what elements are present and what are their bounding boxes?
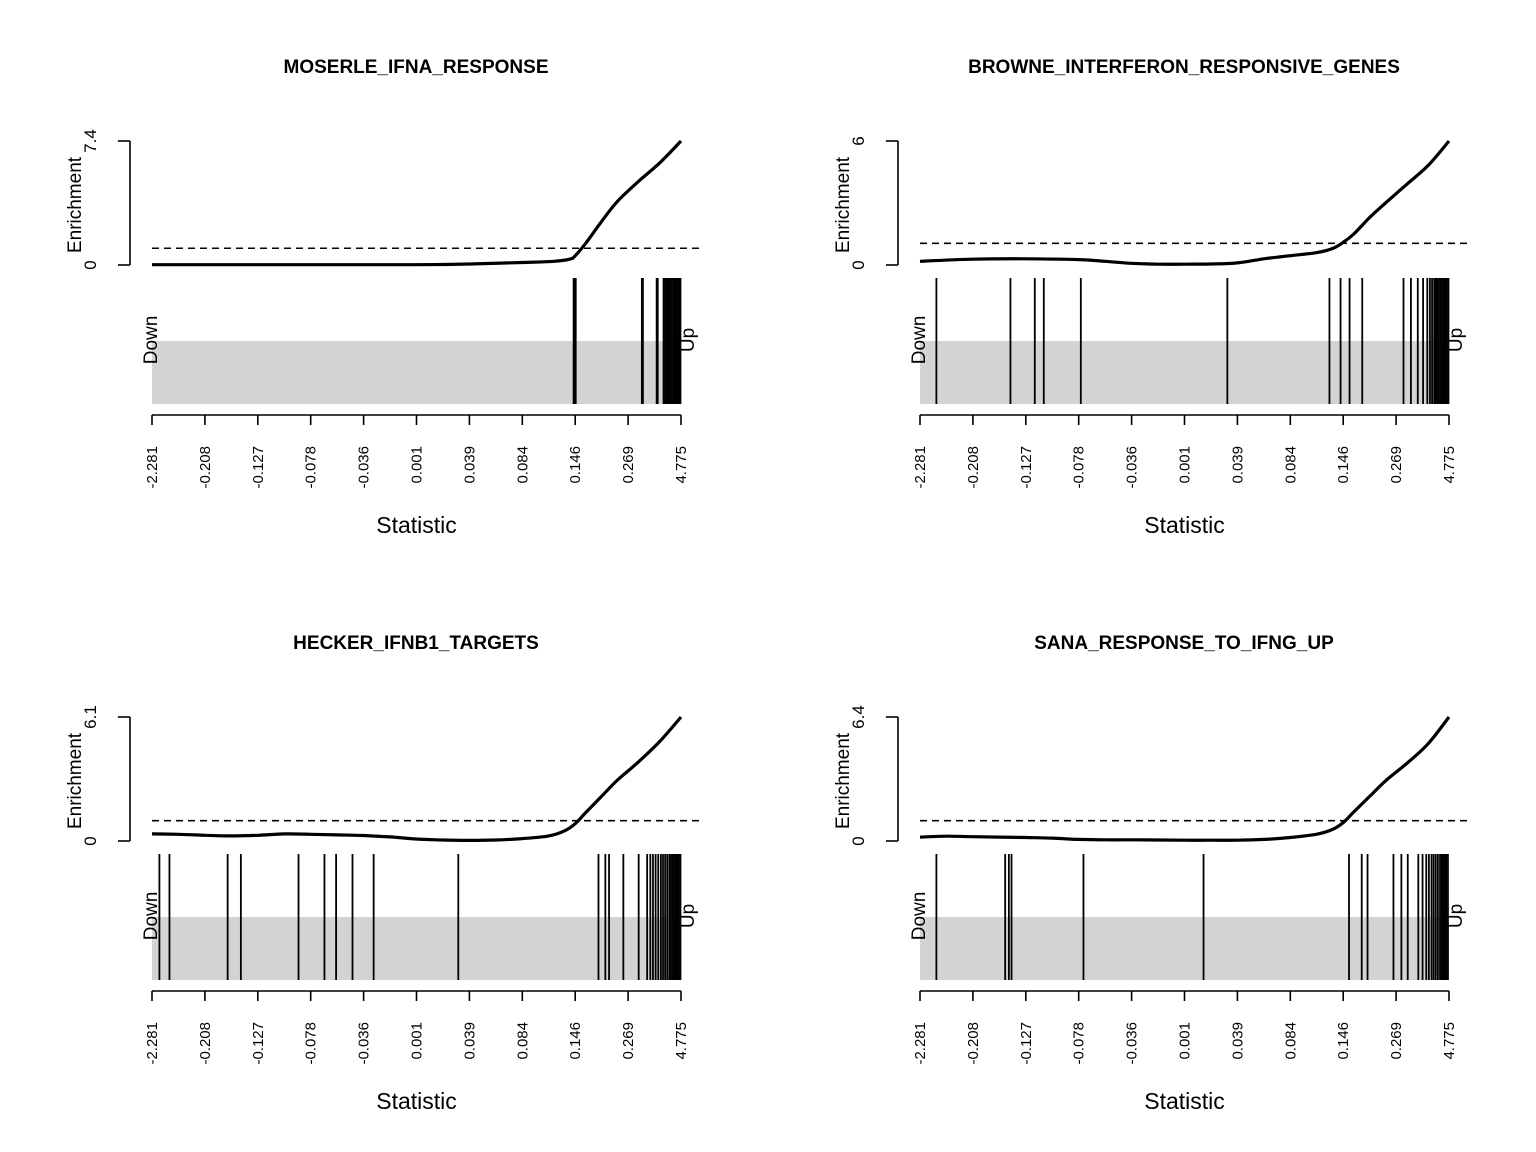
x-tick-label: 0.084 <box>1282 1022 1299 1060</box>
x-tick-label: -0.208 <box>965 1022 982 1065</box>
x-tick-label: 0.001 <box>1177 1022 1194 1060</box>
y-tick-label: 0 <box>849 260 868 269</box>
x-tick-label: 4.775 <box>673 1022 690 1060</box>
x-tick-label: 0.269 <box>1388 1022 1405 1060</box>
y-axis-label: Enrichment <box>833 732 854 829</box>
x-tick-label: 0.269 <box>1388 446 1405 484</box>
x-tick-label: 0.039 <box>1229 446 1246 484</box>
x-axis-label: Statistic <box>1144 1088 1225 1114</box>
y-tick-label: 0 <box>849 836 868 845</box>
x-tick-label: -0.208 <box>197 446 214 489</box>
enrichment-curve <box>151 715 683 842</box>
down-label: Down <box>909 316 930 365</box>
x-tick-label: 0.146 <box>1335 446 1352 484</box>
x-tick-label: -0.078 <box>303 1022 320 1065</box>
x-tick-label: 0.001 <box>409 446 426 484</box>
up-label: Up <box>678 904 699 928</box>
x-tick-label: -0.078 <box>303 446 320 489</box>
panel-title: HECKER_IFNB1_TARGETS <box>293 633 539 654</box>
panel-body: MOSERLE_IFNA_RESPONSE 7.4 0 Enrichment Down U… <box>65 57 699 538</box>
enrichment-curve <box>152 139 683 267</box>
x-tick-label: -0.127 <box>1018 1022 1035 1065</box>
x-tick-label: 0.084 <box>514 1022 531 1060</box>
y-axis-label: Enrichment <box>833 156 854 253</box>
barcode-background <box>152 917 681 980</box>
x-tick-label: 0.039 <box>461 446 478 484</box>
x-axis-label: Statistic <box>1144 512 1225 538</box>
panel-body: BROWNE_INTERFERON_RESPONSIVE_GENES 6 0 Enri… <box>833 57 1467 538</box>
x-tick-label: -0.036 <box>356 446 373 489</box>
barcode-background <box>152 341 681 404</box>
y-tick-label: 6.1 <box>81 705 100 729</box>
y-axis-label: Enrichment <box>65 156 86 253</box>
up-label: Up <box>1446 328 1467 352</box>
x-axis-label: Statistic <box>376 1088 457 1114</box>
x-tick-label: 0.146 <box>1335 1022 1352 1060</box>
y-tick-label: 6 <box>849 136 868 145</box>
panel-body: SANA_RESPONSE_TO_IFNG_UP 6.4 0 Enrichment Do… <box>833 633 1467 1114</box>
x-tick-label: -0.036 <box>1124 446 1141 489</box>
x-tick-label: -0.036 <box>356 1022 373 1065</box>
x-tick-label: 0.001 <box>409 1022 426 1060</box>
panel-sana: SANA_RESPONSE_TO_IFNG_UP 6.4 0 Enrichment Do… <box>833 633 1467 1114</box>
x-tick-label: 0.146 <box>567 1022 584 1060</box>
x-tick-label: -0.078 <box>1071 1022 1088 1065</box>
x-tick-label: 0.269 <box>620 446 637 484</box>
y-tick-label: 7.4 <box>81 129 100 153</box>
x-tick-label: 0.269 <box>620 1022 637 1060</box>
x-tick-label: 0.084 <box>514 446 531 484</box>
x-tick-label: -0.127 <box>250 1022 267 1065</box>
x-tick-label: 0.084 <box>1282 446 1299 484</box>
x-tick-label: 0.039 <box>1229 1022 1246 1060</box>
x-tick-label: -2.281 <box>144 1022 161 1065</box>
y-tick-label: 6.4 <box>849 705 868 729</box>
x-tick-label: 4.775 <box>673 446 690 484</box>
up-label: Up <box>1446 904 1467 928</box>
x-tick-label: -2.281 <box>912 446 929 489</box>
x-tick-label: -0.078 <box>1071 446 1088 489</box>
enrichment-curve <box>919 139 1451 266</box>
x-axis-label: Statistic <box>376 512 457 538</box>
down-label: Down <box>141 892 162 941</box>
panel-moserle: MOSERLE_IFNA_RESPONSE 7.4 0 Enrichment Down U… <box>65 57 699 538</box>
x-tick-label: 0.001 <box>1177 446 1194 484</box>
x-tick-label: -0.208 <box>965 446 982 489</box>
panel-title: MOSERLE_IFNA_RESPONSE <box>284 57 549 78</box>
x-tick-label: -0.127 <box>250 446 267 489</box>
x-tick-label: -0.127 <box>1018 446 1035 489</box>
x-tick-label: 4.775 <box>1441 446 1458 484</box>
barcode-background <box>920 917 1449 980</box>
x-tick-label: 0.039 <box>461 1022 478 1060</box>
y-axis-label: Enrichment <box>65 732 86 829</box>
x-tick-label: 4.775 <box>1441 1022 1458 1060</box>
down-label: Down <box>141 316 162 365</box>
up-label: Up <box>678 328 699 352</box>
y-tick-label: 0 <box>81 260 100 269</box>
down-label: Down <box>909 892 930 941</box>
y-tick-label: 0 <box>81 836 100 845</box>
panel-body: HECKER_IFNB1_TARGETS 6.1 0 Enrichment Down Up… <box>65 633 699 1114</box>
panel-hecker: HECKER_IFNB1_TARGETS 6.1 0 Enrichment Down Up… <box>65 633 699 1114</box>
x-tick-label: -2.281 <box>144 446 161 489</box>
barcode-background <box>920 341 1449 404</box>
panel-title: BROWNE_INTERFERON_RESPONSIVE_GENES <box>968 57 1400 78</box>
x-tick-label: -2.281 <box>912 1022 929 1065</box>
enrichment-curve <box>919 716 1451 842</box>
x-tick-label: 0.146 <box>567 446 584 484</box>
panel-browne: BROWNE_INTERFERON_RESPONSIVE_GENES 6 0 Enri… <box>833 57 1467 538</box>
panel-title: SANA_RESPONSE_TO_IFNG_UP <box>1034 633 1334 654</box>
x-tick-label: -0.208 <box>197 1022 214 1065</box>
x-tick-label: -0.036 <box>1124 1022 1141 1065</box>
